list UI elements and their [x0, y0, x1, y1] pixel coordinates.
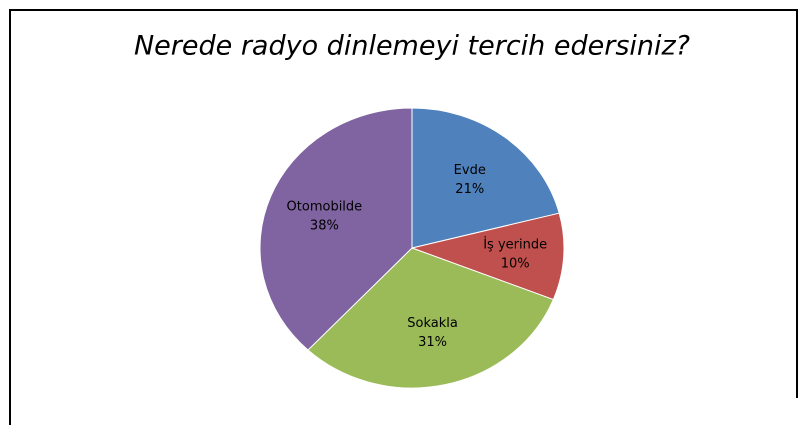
pie-slice [307, 247, 554, 389]
pie-slice [411, 107, 560, 249]
chart-border [9, 9, 798, 425]
slice-label: Otomobilde [287, 200, 363, 215]
pie-slice [259, 107, 413, 351]
slice-value-label: 21% [455, 182, 484, 197]
slice-value-label: 38% [310, 219, 339, 234]
pie-slice [410, 212, 565, 301]
slice-label: Sokakla [407, 316, 458, 331]
slice-label: Evde [454, 163, 486, 178]
slice-value-label: 31% [418, 335, 447, 350]
slice-value-label: 10% [501, 256, 530, 271]
slice-label: İş yerinde [483, 236, 547, 252]
chart-title: Nerede radyo dinlemeyi tercih edersiniz? [134, 31, 690, 62]
